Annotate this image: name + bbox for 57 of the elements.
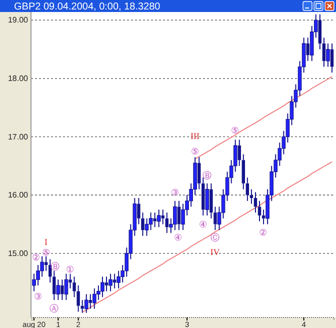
candlestick (156, 209, 161, 228)
candlestick (148, 212, 153, 231)
annotation: III (190, 131, 200, 142)
candlestick (250, 188, 254, 204)
annotation: Ⓐ (50, 303, 58, 314)
candlestick (100, 276, 104, 298)
y-tick-label: 17.00 (8, 132, 29, 142)
candlestick (104, 276, 108, 292)
candlestick (242, 154, 245, 190)
candlestick (254, 192, 258, 214)
y-tick-label: 18.00 (8, 74, 29, 84)
annotation: Ⓒ (210, 232, 220, 244)
candlestick (326, 42, 330, 68)
candlestick (318, 14, 322, 50)
candlestick (112, 273, 116, 289)
candlestick (32, 273, 36, 292)
candlestick (330, 42, 334, 74)
candlestick (44, 256, 48, 272)
y-tick-label: 19.00 (8, 16, 29, 25)
candlestick (116, 270, 120, 289)
candlestick (177, 200, 181, 231)
candlestick (181, 203, 185, 231)
candlestick (92, 288, 96, 310)
candlestick (56, 279, 60, 301)
y-tick-label: 15.00 (8, 248, 29, 258)
annotation: ⑤ (42, 248, 50, 258)
annotation: ② (258, 228, 268, 238)
annotation: ② (32, 253, 40, 264)
annotation: ③ (34, 292, 42, 302)
candlestick (161, 209, 164, 225)
candlestick (322, 37, 326, 68)
line-series (82, 161, 332, 313)
candlestick (246, 177, 250, 202)
y-tick-label: 16.00 (8, 190, 29, 200)
annotation: ① (66, 265, 74, 276)
annotation: ③ (170, 188, 180, 198)
annotation: IV (210, 247, 220, 258)
candlestick (173, 200, 177, 231)
candlestick (40, 256, 44, 278)
annotation: I (44, 237, 48, 248)
annotation: ④ (174, 233, 182, 244)
annotation: ⑤ (190, 147, 200, 158)
candlestick (144, 218, 149, 236)
annotation: ⑤ (230, 126, 240, 136)
annotation: ④ (198, 220, 208, 230)
candlestick (205, 182, 210, 216)
candlestick (84, 294, 88, 314)
candlestick (36, 264, 40, 286)
candlestick (64, 273, 68, 301)
candlestick (258, 200, 262, 222)
chart-title: GBP2 09.04.2004, 0:00, 18.3280 (14, 2, 161, 12)
candlestick (96, 284, 100, 301)
candlestick (52, 270, 56, 301)
annotation: Ⓑ (202, 170, 212, 182)
candlestick (76, 284, 80, 312)
candlestick (238, 139, 241, 166)
candlestick (108, 273, 112, 292)
